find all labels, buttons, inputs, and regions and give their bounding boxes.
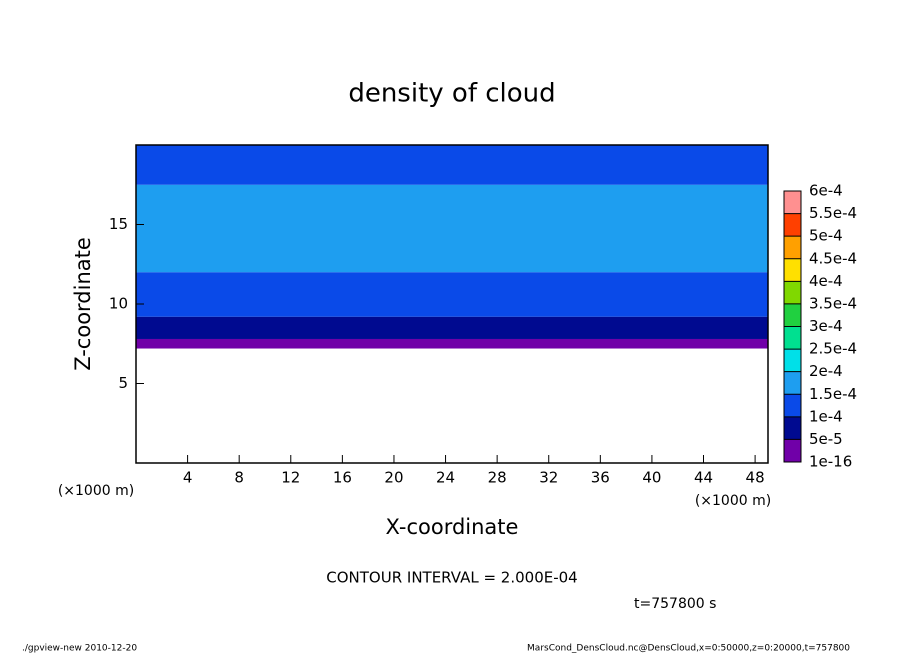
x-tick-label: 16 — [333, 469, 352, 487]
colorbar-box — [784, 371, 801, 395]
y-axis-label: Z-coordinate — [71, 237, 95, 371]
colorbar-box — [784, 236, 801, 259]
colorbar-box — [784, 258, 801, 282]
x-tick-label: 32 — [539, 469, 558, 487]
colorbar-box — [784, 191, 801, 214]
colorbar-label: 1e-4 — [809, 407, 843, 425]
colorbar-label: 4e-4 — [809, 272, 843, 290]
colorbar-label: 5e-5 — [809, 430, 843, 448]
colorbar-box — [784, 439, 801, 462]
x-tick-label: 40 — [642, 469, 661, 487]
x-tick-label: 12 — [281, 469, 300, 487]
colorbar-label: 1.5e-4 — [809, 385, 857, 403]
footer-left: ./gpview-new 2010-12-20 — [22, 644, 137, 654]
y-tick-label: 15 — [109, 215, 128, 233]
x-axis-label: X-coordinate — [386, 515, 519, 539]
field-band — [136, 272, 768, 317]
x-tick-label: 4 — [183, 469, 193, 487]
colorbar-label: 4.5e-4 — [809, 249, 857, 267]
colorbar-box — [784, 394, 801, 417]
colorbar-label: 5.5e-4 — [809, 204, 857, 222]
colorbar-box — [784, 416, 801, 440]
x-tick-label: 20 — [384, 469, 403, 487]
colorbar-box — [784, 281, 801, 304]
colorbar-label: 6e-4 — [809, 182, 843, 200]
colorbar-label: 3e-4 — [809, 317, 843, 335]
x-tick-label: 28 — [488, 469, 507, 487]
x-tick-label: 24 — [436, 469, 455, 487]
colorbar-box — [784, 213, 801, 237]
field-band — [136, 145, 768, 185]
colorbar-label: 1e-16 — [809, 453, 852, 471]
colorbar-label: 3.5e-4 — [809, 294, 857, 312]
field-band — [136, 338, 768, 349]
chart-title: density of cloud — [348, 79, 555, 109]
colorbar-box — [784, 326, 801, 350]
x-tick-label: 8 — [234, 469, 244, 487]
colorbar-label: 2e-4 — [809, 362, 843, 380]
colorbar-label: 2.5e-4 — [809, 340, 857, 358]
x-tick-label: 44 — [694, 469, 713, 487]
time-label: t=757800 s — [634, 596, 716, 612]
field-band — [136, 184, 768, 273]
footer-right: MarsCond_DensCloud.nc@DensCloud,x=0:5000… — [527, 644, 850, 654]
x-units: (×1000 m) — [58, 483, 134, 499]
field-band — [136, 316, 768, 339]
x-tick-label: 48 — [746, 469, 765, 487]
x-tick-label: 36 — [591, 469, 610, 487]
y-tick-label: 5 — [118, 374, 128, 392]
colorbar-label: 5e-4 — [809, 227, 843, 245]
colorbar-box — [784, 303, 801, 327]
x-units: (×1000 m) — [695, 493, 771, 509]
y-tick-label: 10 — [109, 295, 128, 313]
contour-interval: CONTOUR INTERVAL = 2.000E-04 — [326, 569, 577, 587]
colorbar-box — [784, 349, 801, 372]
